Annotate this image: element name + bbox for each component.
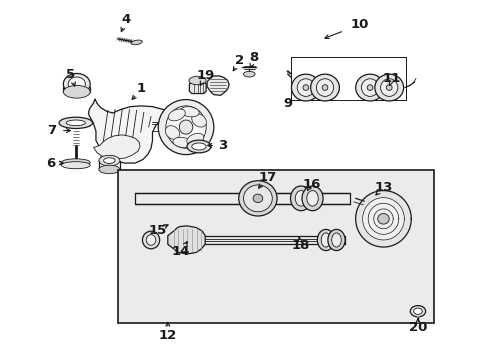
Text: 2: 2 — [235, 54, 244, 67]
Ellipse shape — [303, 85, 308, 90]
Text: 6: 6 — [46, 157, 55, 170]
Ellipse shape — [63, 85, 90, 98]
Text: 8: 8 — [249, 51, 258, 64]
Ellipse shape — [295, 190, 306, 206]
Ellipse shape — [66, 120, 85, 126]
Ellipse shape — [61, 159, 90, 166]
Ellipse shape — [321, 233, 330, 247]
Text: 7: 7 — [47, 124, 56, 137]
Ellipse shape — [355, 74, 384, 101]
Ellipse shape — [188, 76, 206, 85]
Ellipse shape — [59, 117, 92, 129]
Ellipse shape — [165, 126, 179, 139]
Ellipse shape — [302, 186, 323, 211]
Ellipse shape — [291, 74, 320, 101]
Ellipse shape — [316, 79, 333, 96]
Text: 4: 4 — [121, 13, 130, 26]
Ellipse shape — [158, 100, 213, 154]
Ellipse shape — [146, 235, 156, 245]
Ellipse shape — [366, 85, 372, 90]
Ellipse shape — [306, 190, 318, 206]
Text: 18: 18 — [291, 239, 309, 252]
Ellipse shape — [310, 74, 339, 101]
Text: 5: 5 — [66, 68, 76, 81]
Text: 14: 14 — [172, 245, 190, 258]
Ellipse shape — [63, 73, 90, 95]
Ellipse shape — [290, 186, 311, 211]
Ellipse shape — [168, 109, 185, 121]
Text: 12: 12 — [159, 329, 177, 342]
Ellipse shape — [179, 120, 192, 134]
Ellipse shape — [243, 71, 255, 77]
Ellipse shape — [99, 155, 120, 166]
Ellipse shape — [377, 213, 388, 224]
Ellipse shape — [413, 308, 422, 314]
Text: 15: 15 — [148, 224, 166, 237]
Ellipse shape — [180, 107, 199, 117]
Ellipse shape — [103, 158, 115, 163]
Ellipse shape — [191, 143, 206, 150]
Ellipse shape — [331, 233, 341, 247]
Text: 17: 17 — [258, 171, 276, 184]
Text: 16: 16 — [302, 178, 320, 191]
Text: 20: 20 — [408, 321, 427, 334]
Polygon shape — [93, 135, 140, 159]
Ellipse shape — [253, 194, 262, 203]
Ellipse shape — [142, 231, 160, 249]
Ellipse shape — [173, 137, 191, 148]
Ellipse shape — [131, 40, 142, 45]
Ellipse shape — [327, 229, 345, 251]
Ellipse shape — [374, 74, 403, 101]
Text: 3: 3 — [218, 139, 227, 152]
Polygon shape — [189, 82, 206, 94]
Ellipse shape — [68, 77, 85, 91]
Ellipse shape — [243, 185, 272, 212]
Ellipse shape — [317, 229, 334, 251]
Ellipse shape — [238, 181, 277, 216]
Ellipse shape — [165, 106, 206, 148]
Ellipse shape — [186, 133, 203, 145]
Polygon shape — [167, 226, 205, 254]
Text: 10: 10 — [349, 18, 368, 31]
Ellipse shape — [386, 85, 391, 90]
Text: 13: 13 — [373, 181, 392, 194]
Text: 9: 9 — [283, 96, 292, 109]
Text: 1: 1 — [137, 82, 146, 95]
Polygon shape — [373, 209, 392, 229]
Ellipse shape — [99, 165, 120, 174]
Ellipse shape — [361, 79, 378, 96]
Ellipse shape — [191, 114, 206, 127]
Polygon shape — [117, 170, 433, 323]
Ellipse shape — [409, 306, 425, 317]
Ellipse shape — [322, 85, 327, 90]
Polygon shape — [355, 190, 410, 247]
Polygon shape — [207, 76, 229, 95]
Polygon shape — [362, 198, 404, 240]
Polygon shape — [89, 99, 208, 163]
Ellipse shape — [297, 79, 314, 96]
Polygon shape — [367, 203, 398, 234]
Ellipse shape — [61, 162, 90, 169]
Text: 11: 11 — [382, 72, 401, 85]
Ellipse shape — [380, 79, 397, 96]
Text: 19: 19 — [196, 69, 214, 82]
Ellipse shape — [186, 140, 210, 153]
